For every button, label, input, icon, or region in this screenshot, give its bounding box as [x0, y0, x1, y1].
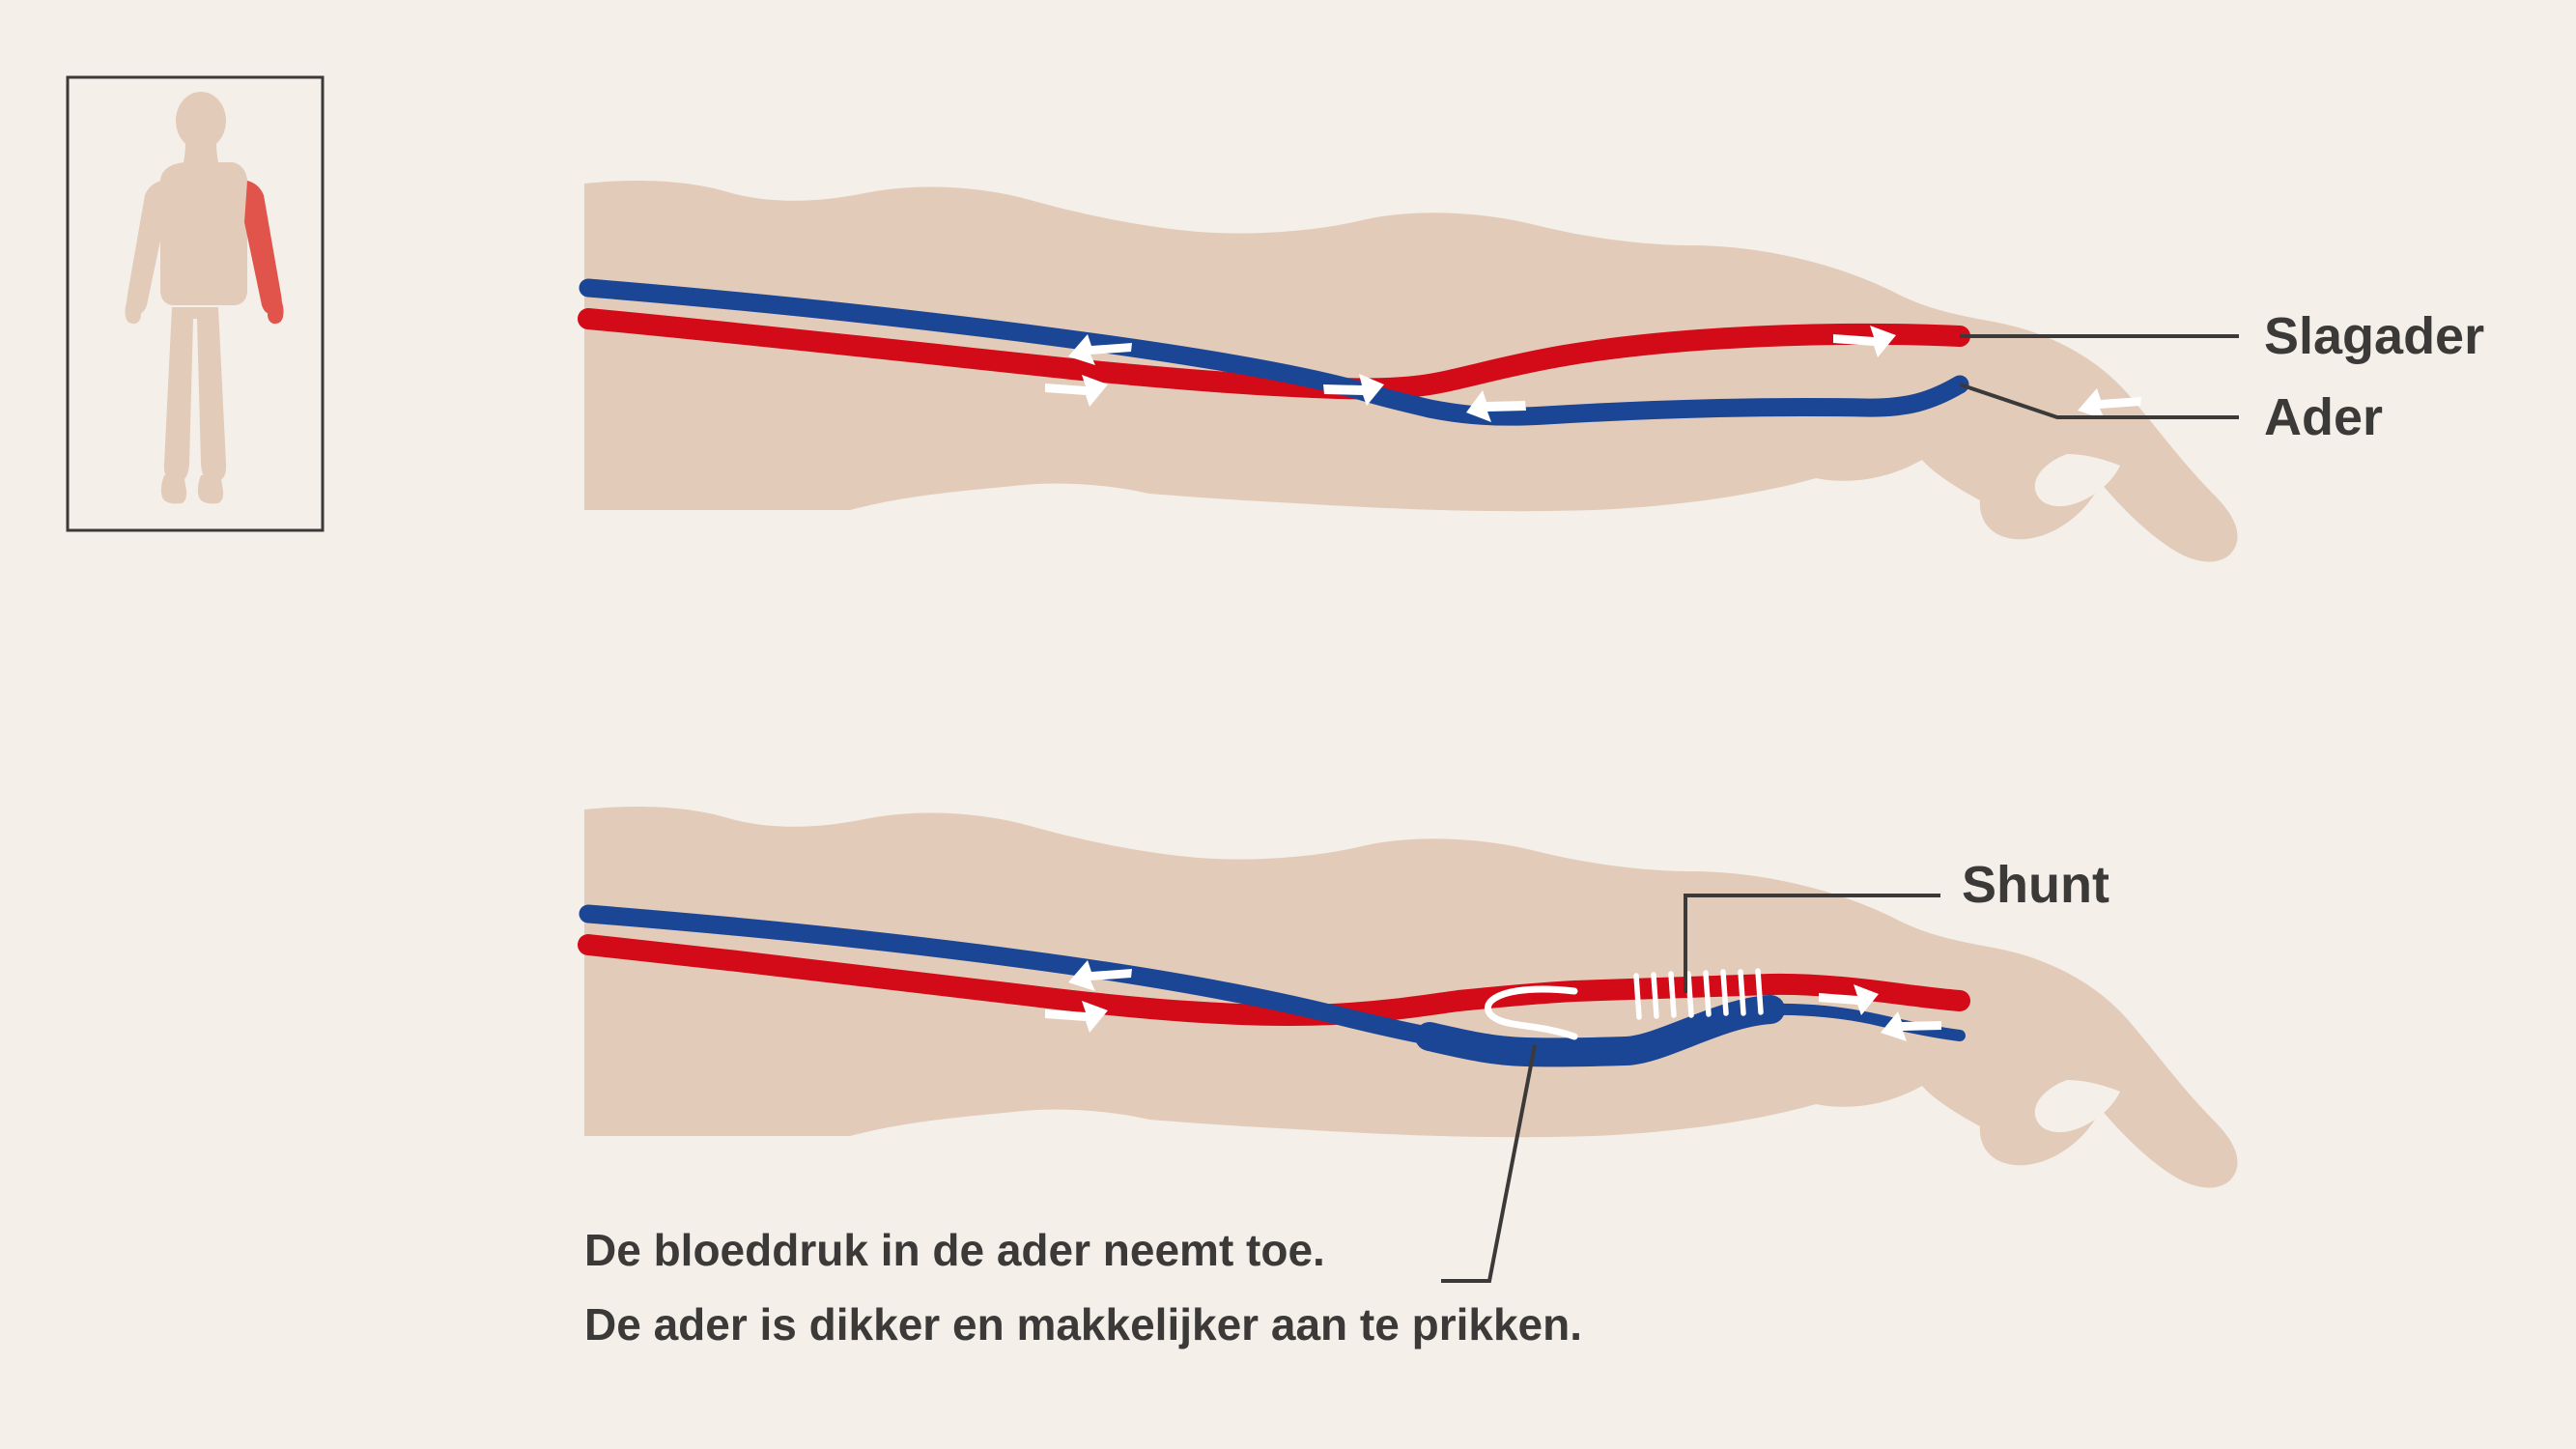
- svg-text:Shunt: Shunt: [1962, 856, 2109, 914]
- svg-text:De bloeddruk in de ader neemt: De bloeddruk in de ader neemt toe.: [584, 1225, 1325, 1275]
- svg-text:Slagader: Slagader: [2264, 307, 2484, 365]
- svg-text:De ader is dikker en makkelijk: De ader is dikker en makkelijker aan te …: [584, 1299, 1582, 1350]
- svg-text:Ader: Ader: [2264, 388, 2383, 446]
